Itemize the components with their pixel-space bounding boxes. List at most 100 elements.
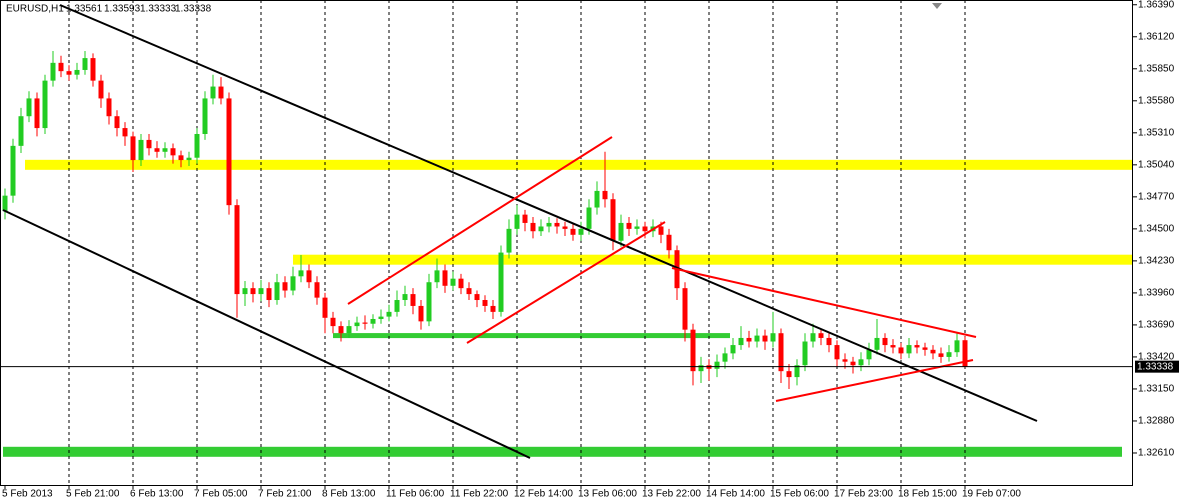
y-tick-label: 1.33960 (1138, 288, 1175, 299)
candle-body (698, 365, 704, 372)
ohlc-open: 1.33561 (66, 4, 103, 15)
candle-body (26, 98, 32, 117)
ohlc-high: 1.33593 (104, 4, 141, 15)
candle-body (42, 80, 48, 129)
x-tick-label: 15 Feb 06:00 (770, 489, 829, 500)
candle-body (258, 288, 264, 295)
candle-body (490, 305, 496, 312)
candle-body (754, 335, 760, 342)
candle-body (466, 288, 472, 295)
y-tick-label: 1.32610 (1138, 448, 1175, 459)
candle-body (874, 337, 880, 350)
level-band (293, 254, 1133, 265)
candle-body (106, 98, 112, 117)
trendline (59, 4, 1038, 422)
candle-body (626, 222, 632, 229)
candle-body (58, 62, 64, 72)
candle-body (10, 145, 16, 196)
candle-body (906, 345, 912, 354)
chart-title: EURUSD,H1 (6, 4, 64, 15)
y-tick-label: 1.34500 (1138, 224, 1175, 235)
candle-body (818, 333, 824, 338)
candle-body (66, 71, 72, 75)
candle-body (370, 318, 376, 324)
candle-body (714, 361, 720, 369)
candle-body (202, 98, 208, 134)
candle-body (18, 116, 24, 146)
candle-body (746, 337, 752, 342)
candle-body (730, 345, 736, 354)
candle-body (162, 148, 168, 152)
candle-body (450, 278, 456, 286)
candle-body (602, 190, 608, 200)
x-tick-label: 5 Feb 2013 (2, 489, 53, 500)
candle-body (386, 311, 392, 317)
x-tick-label: 8 Feb 13:00 (322, 489, 376, 500)
candle-body (610, 199, 616, 241)
candle-body (346, 326, 352, 334)
y-tick-label: 1.34770 (1138, 191, 1175, 202)
candle-body (306, 270, 312, 283)
x-tick-label: 14 Feb 14:00 (706, 489, 765, 500)
candle-body (474, 294, 480, 301)
candle-body (130, 136, 136, 161)
candle-body (410, 294, 416, 306)
y-tick-label: 1.32880 (1138, 416, 1175, 427)
candles (2, 50, 968, 389)
candle-body (418, 305, 424, 322)
candle-body (586, 207, 592, 229)
candle-body (250, 288, 256, 295)
candle-body (170, 148, 176, 156)
trendline (466, 221, 666, 344)
y-tick-label: 1.36390 (1138, 0, 1175, 10)
x-tick-label: 7 Feb 21:00 (258, 489, 312, 500)
candle-body (482, 300, 488, 306)
candle-body (242, 288, 248, 295)
candle-body (802, 341, 808, 366)
candle-body (434, 270, 440, 283)
plot-border (0, 0, 1133, 486)
y-tick-label: 1.33150 (1138, 384, 1175, 395)
x-tick-label: 19 Feb 07:00 (962, 489, 1021, 500)
candle-body (778, 333, 784, 372)
level-band (333, 333, 730, 339)
ohlc-close: 1.33338 (175, 4, 212, 15)
marker (932, 3, 942, 9)
levels (3, 159, 1133, 457)
candle-body (570, 228, 576, 235)
y-tick-label: 1.35310 (1138, 127, 1175, 138)
candle-body (722, 353, 728, 362)
x-tick-label: 6 Feb 13:00 (130, 489, 184, 500)
candle-body (426, 282, 432, 322)
candle-body (138, 139, 144, 161)
trendline (2, 209, 531, 459)
candle-body (618, 222, 624, 241)
candle-body (330, 317, 336, 327)
trendline (671, 267, 977, 338)
candle-body (738, 337, 744, 346)
x-tick-label: 7 Feb 05:00 (194, 489, 248, 500)
candle-body (290, 276, 296, 291)
candle-body (394, 300, 400, 312)
level-band (25, 159, 1133, 170)
candle-body (658, 226, 664, 235)
candle-body (634, 226, 640, 229)
candle-body (930, 349, 936, 354)
x-tick-label: 13 Feb 06:00 (578, 489, 637, 500)
candle-body (850, 361, 856, 366)
x-tick-label: 13 Feb 22:00 (642, 489, 701, 500)
candle-body (82, 58, 88, 70)
candle-body (2, 195, 8, 212)
candle-body (642, 226, 648, 232)
candle-body (546, 222, 552, 227)
candle-body (538, 226, 544, 232)
y-tick-label: 1.33420 (1138, 352, 1175, 363)
candle-body (282, 282, 288, 291)
candle-body (866, 349, 872, 360)
candle-body (882, 337, 888, 346)
y-tick-label: 1.35040 (1138, 159, 1175, 170)
x-tick-label: 12 Feb 14:00 (514, 489, 573, 500)
candle-body (34, 98, 40, 129)
level-band (3, 446, 1122, 457)
